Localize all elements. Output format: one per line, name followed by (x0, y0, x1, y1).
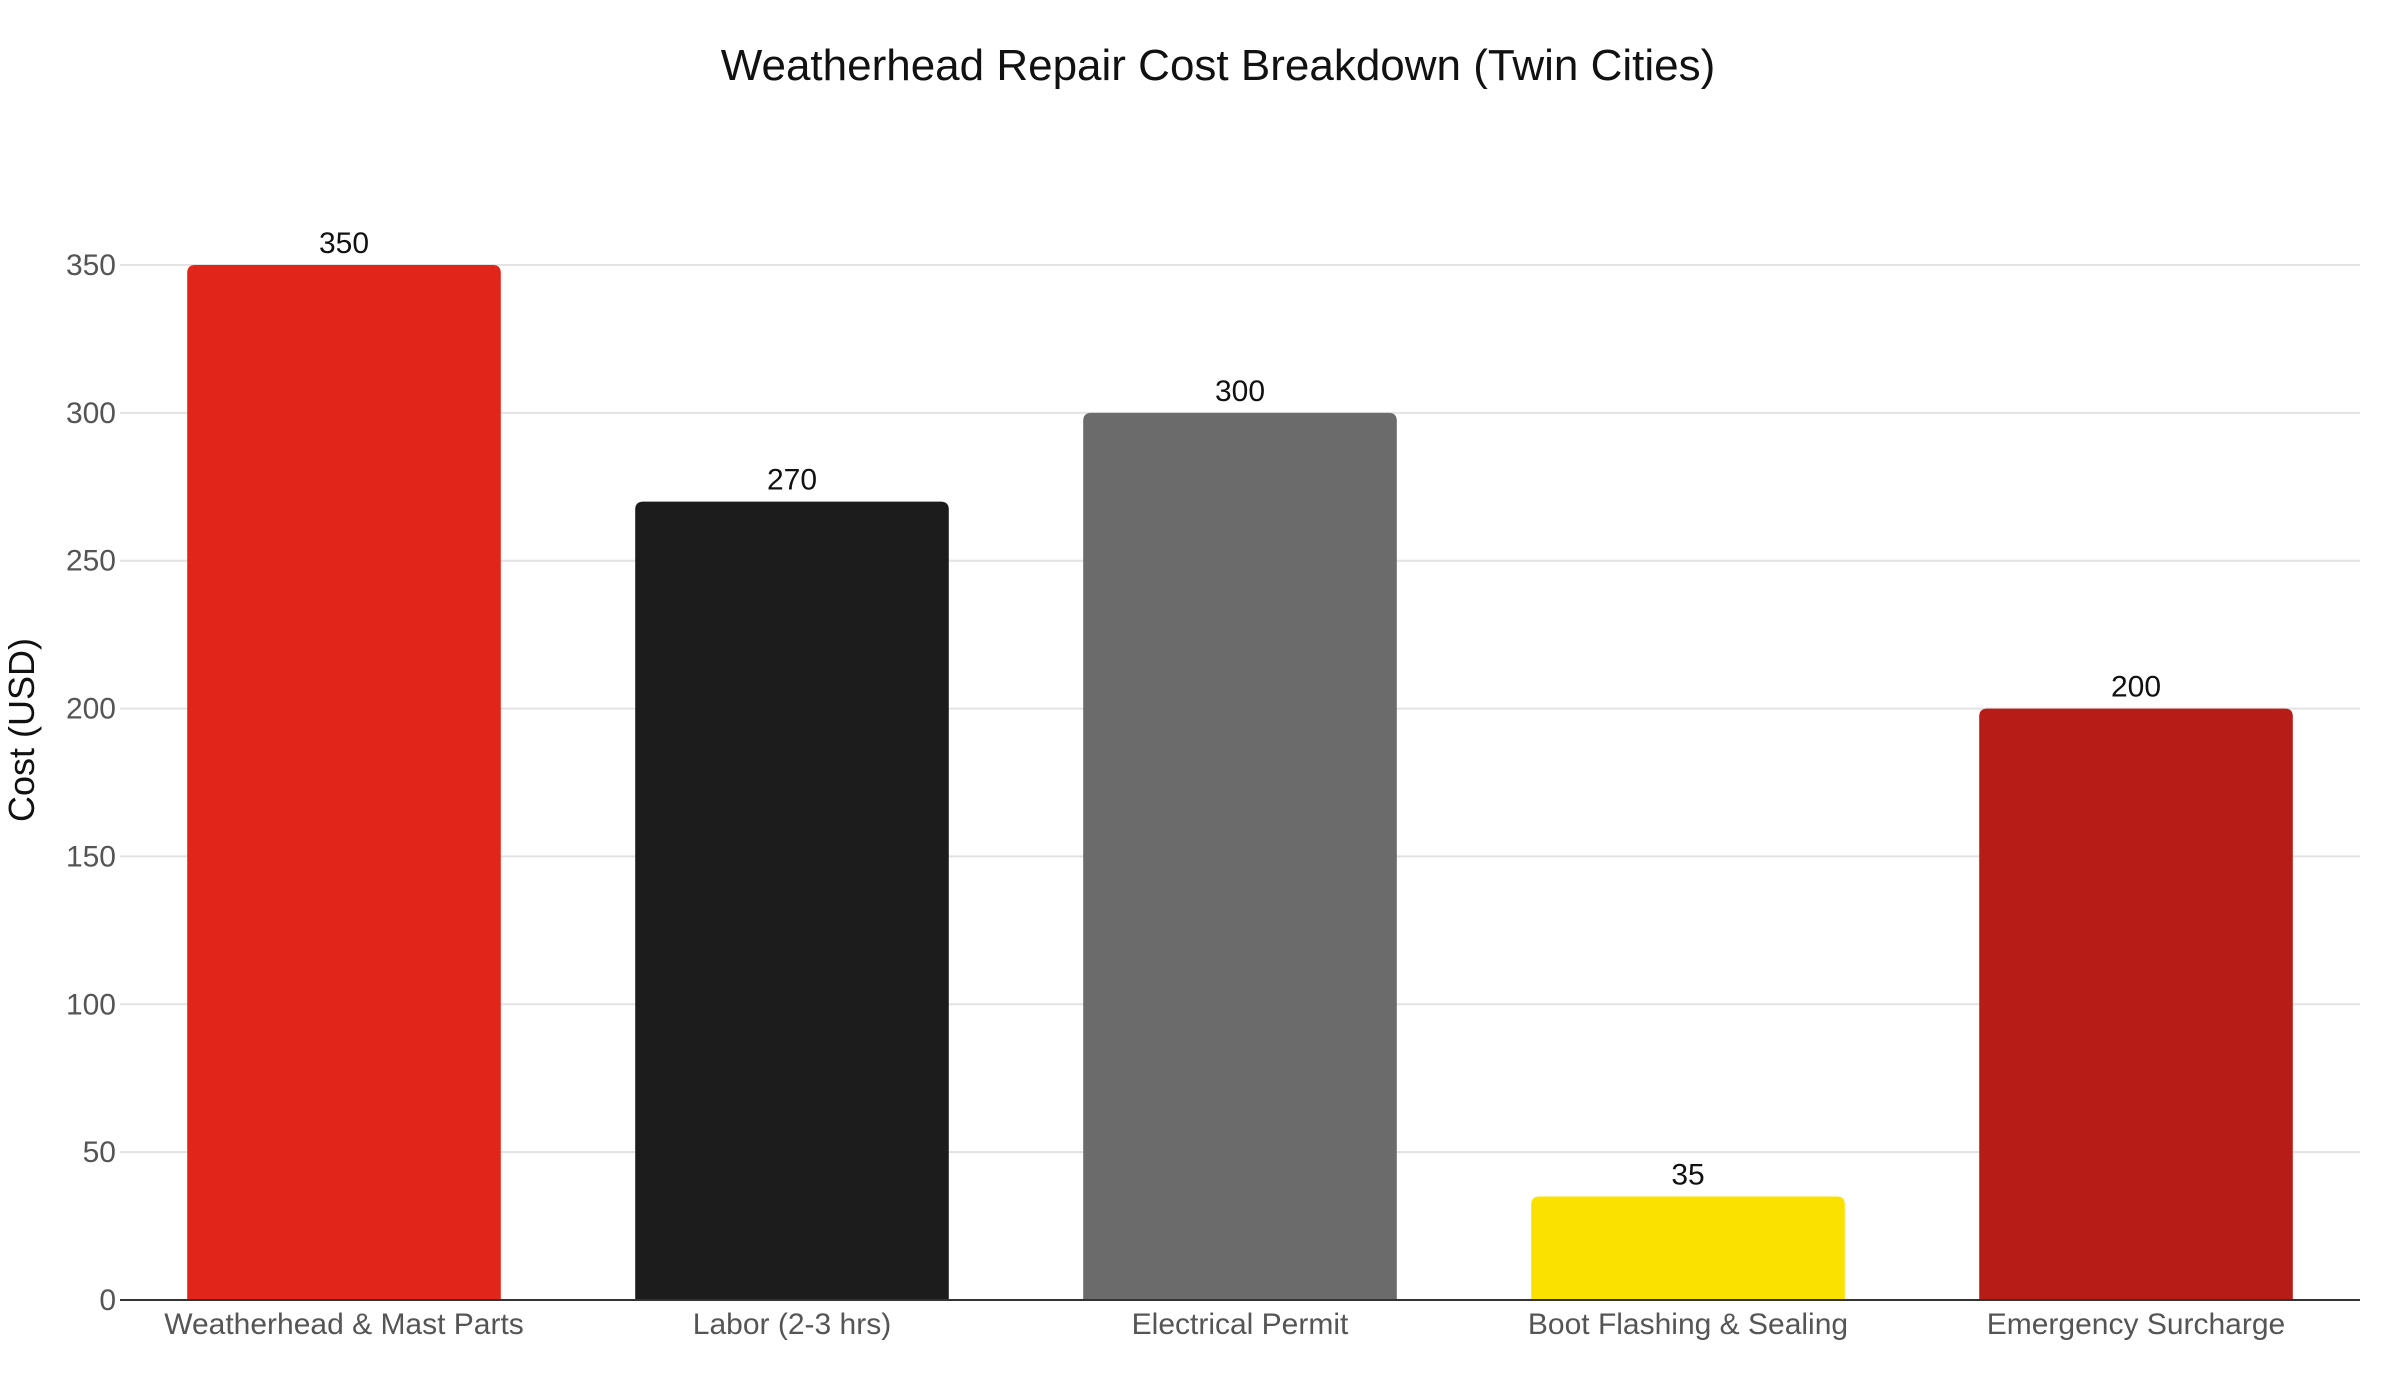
y-tick-label: 100 (66, 988, 116, 1021)
x-tick-label: Labor (2-3 hrs) (693, 1308, 891, 1341)
data-label: 300 (1215, 375, 1265, 408)
x-tick-label: Weatherhead & Mast Parts (164, 1308, 524, 1341)
y-tick-label: 0 (99, 1284, 116, 1317)
data-label: 350 (319, 227, 369, 260)
bars (187, 265, 2293, 1301)
x-tick-label: Electrical Permit (1132, 1308, 1349, 1341)
y-axis-title: Cost (USD) (1, 638, 42, 822)
y-tick-label: 50 (83, 1136, 116, 1169)
bar-2[interactable] (635, 501, 949, 1301)
y-axis-ticks: 0 50 100 150 200 250 300 350 (66, 249, 116, 1317)
x-tick-label: Emergency Surcharge (1987, 1308, 2285, 1341)
data-label: 35 (1671, 1159, 1704, 1192)
bar-5[interactable] (1979, 708, 2293, 1300)
y-tick-label: 150 (66, 840, 116, 873)
y-tick-label: 300 (66, 397, 116, 430)
data-label: 270 (767, 464, 817, 497)
y-tick-label: 250 (66, 545, 116, 578)
data-label: 200 (2111, 671, 2161, 704)
chart-title: Weatherhead Repair Cost Breakdown (Twin … (721, 41, 1716, 90)
bar-3[interactable] (1083, 412, 1397, 1300)
data-labels: 350 270 300 35 200 (319, 227, 2161, 1192)
bar-1[interactable] (187, 265, 501, 1300)
bar-4[interactable] (1531, 1196, 1845, 1301)
y-tick-label: 350 (66, 249, 116, 282)
y-tick-label: 200 (66, 693, 116, 726)
x-tick-label: Boot Flashing & Sealing (1528, 1308, 1848, 1341)
x-axis-ticks: Weatherhead & Mast Parts Labor (2-3 hrs) E… (164, 1308, 2285, 1341)
